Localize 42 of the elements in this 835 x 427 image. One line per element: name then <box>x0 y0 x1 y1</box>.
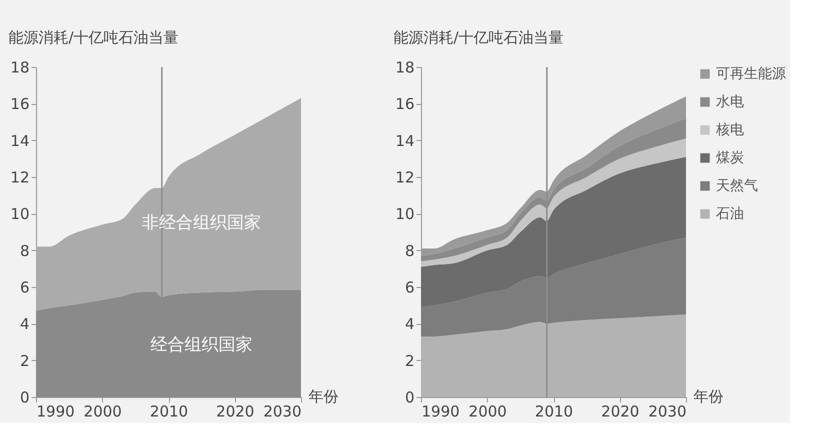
series-label: 经合组织国家 <box>150 334 253 355</box>
y-tick-label: 4 <box>20 315 30 334</box>
y-tick-label: 12 <box>10 168 30 186</box>
y-tick-label: 16 <box>395 95 414 114</box>
y-tick-label: 14 <box>395 132 414 150</box>
x-tick-label: 2020 <box>601 402 640 420</box>
y-tick-label: 18 <box>10 58 30 76</box>
y-tick-label: 6 <box>404 278 414 296</box>
y-tick-label: 0 <box>404 388 414 406</box>
y-tick-label: 8 <box>20 242 30 260</box>
x-tick-label: 1990 <box>36 402 75 420</box>
x-axis-title: 年份 <box>694 388 724 406</box>
legend-label: 石油 <box>716 206 744 222</box>
x-tick-label: 1990 <box>422 402 460 420</box>
x-tick-label: 2020 <box>216 402 254 420</box>
y-tick-label: 8 <box>404 242 414 260</box>
y-tick-label: 18 <box>395 58 414 76</box>
x-tick-label: 2030 <box>648 402 686 420</box>
y-tick-label: 16 <box>10 95 30 114</box>
series-label: 非经合组织国家 <box>142 212 262 233</box>
x-tick-label: 2000 <box>468 402 507 420</box>
x-tick-label: 2000 <box>84 402 122 420</box>
y-tick-label: 2 <box>404 352 414 370</box>
y-tick-label: 2 <box>20 352 30 370</box>
y-tick-label: 10 <box>395 205 414 224</box>
legend-label: 水电 <box>716 94 744 110</box>
x-tick-label: 2010 <box>534 402 574 420</box>
y-tick-label: 10 <box>10 205 30 224</box>
y-tick-label: 4 <box>404 315 414 334</box>
legend-label: 可再生能源 <box>716 66 786 82</box>
y-tick-label: 14 <box>10 132 30 150</box>
y-tick-label: 6 <box>20 278 30 296</box>
y-tick-label: 0 <box>20 388 30 406</box>
x-tick-label: 2010 <box>150 402 188 420</box>
x-tick-label: 2030 <box>263 402 302 420</box>
legend-label: 煤炭 <box>716 150 744 166</box>
legend-label: 核电 <box>715 122 744 138</box>
y-axis-title: 能源消耗/十亿吨石油当量 <box>8 28 179 46</box>
x-axis-title: 年份 <box>308 388 338 406</box>
y-tick-label: 12 <box>395 168 414 186</box>
legend-label: 天然气 <box>716 178 758 194</box>
y-axis-title: 能源消耗/十亿吨石油当量 <box>394 28 564 46</box>
